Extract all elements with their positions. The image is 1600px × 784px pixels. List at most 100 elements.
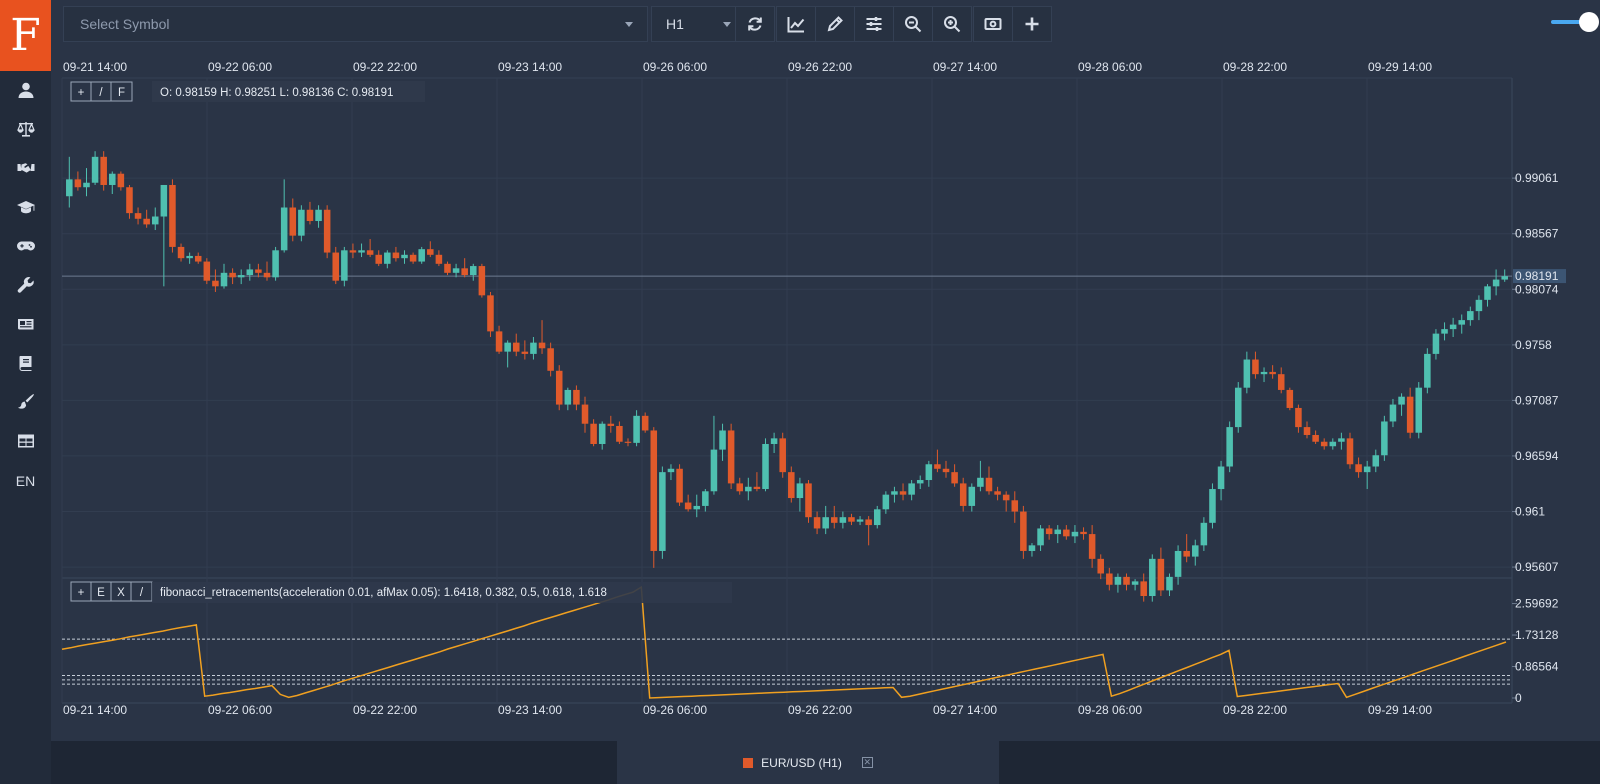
screenshot-button[interactable] <box>973 6 1013 42</box>
current-price-tag: 0.98191 <box>1515 269 1559 283</box>
table-icon[interactable] <box>0 425 51 457</box>
y-tick-label: 1.73128 <box>1515 628 1559 642</box>
candle-body <box>1467 311 1474 321</box>
x-tick-label: 09-26 22:00 <box>788 703 852 717</box>
candle-body <box>495 331 503 352</box>
candle-body <box>770 438 778 444</box>
candle-body <box>1020 511 1027 551</box>
x-tick-label: 09-21 14:00 <box>63 703 127 717</box>
zoom-in-button[interactable] <box>932 6 972 42</box>
candle-body <box>203 261 211 281</box>
chevron-down-icon <box>723 22 731 27</box>
draw-button[interactable] <box>815 6 855 42</box>
candle-body <box>745 486 752 492</box>
indicator-panel[interactable]: 2.59692 1.73128 0.86564 0 <box>61 585 1559 705</box>
candle-body <box>229 272 236 278</box>
toolbar: Select Symbol H1 <box>51 0 1600 48</box>
candle-body <box>169 184 176 247</box>
x-tick-label: 09-27 14:00 <box>933 703 997 717</box>
close-icon[interactable]: ✕ <box>861 757 873 768</box>
candle-body <box>590 423 597 444</box>
candle-body <box>255 269 262 273</box>
graduation-cap-icon[interactable] <box>0 191 51 223</box>
candle-body <box>194 255 202 262</box>
add-button[interactable] <box>1012 6 1052 42</box>
candle-body <box>461 268 468 276</box>
wrench-icon[interactable] <box>0 269 51 301</box>
chevron-down-icon <box>625 22 633 27</box>
candle-body <box>1381 421 1388 456</box>
tab-color-swatch <box>743 757 754 768</box>
candle-body <box>831 517 838 523</box>
candle-body <box>1449 324 1457 330</box>
zoom-in-icon <box>944 16 961 33</box>
chart-area[interactable]: 09-21 14:00 09-22 06:00 09-22 22:00 09-23 1… <box>51 48 1600 741</box>
candle-body <box>1475 299 1483 312</box>
y-tick-label: 0.99061 <box>1515 171 1559 185</box>
ind-btn-slash: / <box>140 587 144 599</box>
indicator-line <box>61 585 1507 699</box>
symbol-select[interactable]: Select Symbol <box>63 6 648 42</box>
candle-body <box>916 480 924 484</box>
theme-toggle-knob[interactable] <box>1579 12 1599 32</box>
price-y-axis: 0.99061 0.98567 0.98074 0.9758 0.97087 0.9659… <box>1512 171 1559 574</box>
candle-body <box>1415 387 1423 433</box>
book-icon[interactable] <box>0 347 51 379</box>
theme-toggle-track[interactable] <box>1551 20 1589 24</box>
scale-icon[interactable] <box>0 113 51 145</box>
indicators-button[interactable] <box>776 6 816 42</box>
candle-body <box>1192 545 1199 557</box>
candle-body <box>1028 545 1036 551</box>
language-selector[interactable]: EN <box>0 465 51 497</box>
candle-body <box>470 266 477 276</box>
y-tick-label: 0.96594 <box>1515 449 1559 463</box>
gamepad-icon[interactable] <box>0 230 51 262</box>
add-icon <box>1025 17 1039 31</box>
candle-body <box>143 218 150 225</box>
fibonacci-tool-button[interactable] <box>110 81 133 102</box>
indicator-legend-text: fibonacci_retracements(acceleration 0.01… <box>160 587 607 599</box>
screenshot-icon <box>984 18 1002 30</box>
user-icon[interactable] <box>0 74 51 106</box>
candle-body <box>934 464 941 469</box>
zoom-out-button[interactable] <box>893 6 933 42</box>
settings-button[interactable] <box>854 6 894 42</box>
candle-body <box>796 483 804 499</box>
candle-body <box>1234 387 1242 428</box>
app-logo[interactable]: F <box>0 0 51 71</box>
timeframe-select[interactable]: H1 <box>651 6 744 42</box>
candle-body <box>676 468 683 503</box>
candle-body <box>487 295 494 332</box>
brush-icon[interactable] <box>0 386 51 418</box>
candle-body <box>435 254 443 264</box>
candle-body <box>547 348 554 371</box>
candle-body <box>298 209 305 236</box>
x-tick-label: 09-29 14:00 <box>1368 703 1432 717</box>
refresh-button[interactable] <box>735 6 775 42</box>
candle-body <box>366 250 374 255</box>
candle-body <box>246 269 254 276</box>
newspaper-icon[interactable] <box>0 308 51 340</box>
candle-body <box>478 266 486 296</box>
x-tick-label: 09-26 06:00 <box>643 60 707 74</box>
price-panel[interactable]: 0.99061 0.98567 0.98074 0.9758 0.97087 0.9659… <box>62 151 1566 602</box>
y-tick-label: 0.9758 <box>1515 338 1552 352</box>
x-tick-label: 09-26 22:00 <box>788 60 852 74</box>
sidebar: F EN <box>0 0 51 784</box>
candle-body <box>1338 438 1345 442</box>
candle-body <box>1243 359 1251 388</box>
candle-body <box>788 472 795 499</box>
indicator-chart-icon <box>787 17 805 33</box>
chart-tab[interactable]: EUR/USD (H1) ✕ <box>617 741 999 784</box>
candle-body <box>1424 353 1431 388</box>
candle-body <box>856 519 864 522</box>
handshake-icon[interactable] <box>0 152 51 184</box>
x-tick-label: 09-22 06:00 <box>208 703 272 717</box>
candle-body <box>66 179 73 197</box>
candle-body <box>908 483 915 495</box>
x-axis-bottom: 09-21 14:00 09-22 06:00 09-22 22:00 09-23 1… <box>63 703 1432 717</box>
candle-body <box>1252 359 1259 375</box>
candle-body <box>951 472 958 484</box>
candle-body <box>401 254 408 259</box>
candle-body <box>1045 528 1053 535</box>
